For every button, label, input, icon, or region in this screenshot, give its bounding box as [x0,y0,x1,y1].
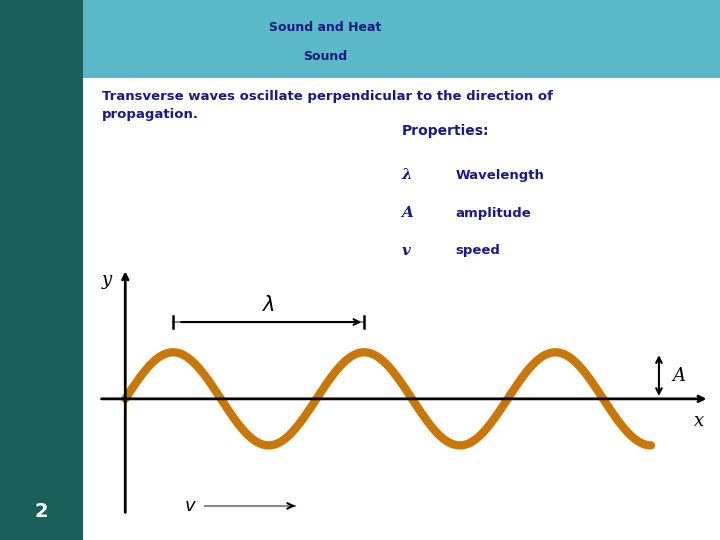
Text: x: x [694,412,704,430]
Text: A: A [672,367,685,384]
Text: Properties:: Properties: [402,125,489,138]
Text: Transverse waves oscillate perpendicular to the direction of: Transverse waves oscillate perpendicular… [102,90,553,103]
Text: Y: Y [402,320,413,334]
Text: x: x [402,282,410,296]
Text: v: v [402,244,410,258]
Text: amplitude: amplitude [456,207,531,220]
Text: y: y [102,271,112,289]
Text: $\lambda$: $\lambda$ [262,295,275,315]
Text: Wavelength: Wavelength [456,169,544,182]
Text: polarization: polarization [456,320,546,333]
Text: Sound and Heat: Sound and Heat [269,21,381,34]
Text: 2: 2 [35,502,48,521]
Text: A: A [402,206,413,220]
Text: speed: speed [456,245,500,258]
Text: Sound: Sound [303,50,347,63]
Text: propagation direction: propagation direction [456,282,619,295]
Text: propagation.: propagation. [102,109,199,122]
Text: $v$: $v$ [184,497,197,515]
Text: λ: λ [402,168,412,183]
